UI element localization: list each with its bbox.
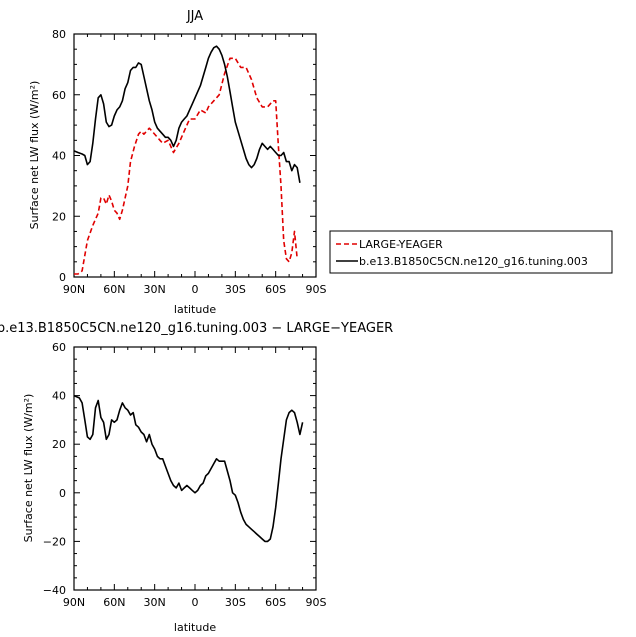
top-series-layer xyxy=(73,45,301,275)
top-y-tick-label: 0 xyxy=(59,271,66,284)
bottom-y-tick-label: 60 xyxy=(52,341,66,354)
bottom-series-line-0 xyxy=(73,394,304,543)
top-x-tick-label: 60N xyxy=(103,283,125,296)
top-axis-ticks: 90N 60N 30N 0 30S 60S 90S 0 20 40 60 80 xyxy=(52,28,327,296)
bottom-x-tick-label: 90N xyxy=(63,596,85,609)
top-series-line-1 xyxy=(73,45,301,183)
bottom-x-tick-label: 60N xyxy=(103,596,125,609)
bottom-y-axis-label: Surface net LW flux (W/m²) xyxy=(22,394,35,543)
top-x-tick-label: 30S xyxy=(225,283,246,296)
bottom-x-tick-label: 90S xyxy=(306,596,327,609)
legend-box xyxy=(329,230,613,274)
bottom-chart-title: b.e13.B1850C5CN.ne120_g16.tuning.003 − L… xyxy=(0,321,393,336)
bottom-axis-ticks: 90N 60N 30N 0 30S 60S 90S −40 −20 0 20 40 60 xyxy=(43,341,327,609)
legend-label-large-yeager: LARGE-YEAGER xyxy=(359,238,443,251)
bottom-y-tick-label: −40 xyxy=(43,584,66,597)
top-series-line-0 xyxy=(74,57,298,275)
bottom-y-tick-label: −20 xyxy=(43,535,66,548)
top-x-tick-label: 90S xyxy=(306,283,327,296)
top-y-tick-label: 60 xyxy=(52,89,66,102)
bottom-x-tick-label: 30S xyxy=(225,596,246,609)
top-y-tick-label: 80 xyxy=(52,28,66,41)
top-panel: JJA 90N 60N 30N 0 30S 60S 90S 0 20 40 60 80 latitud… xyxy=(28,9,613,316)
bottom-x-axis-label: latitude xyxy=(174,621,216,634)
bottom-x-tick-label: 60S xyxy=(265,596,286,609)
legend-label-tuning: b.e13.B1850C5CN.ne120_g16.tuning.003 xyxy=(359,255,588,268)
bottom-x-tick-label: 0 xyxy=(192,596,199,609)
top-y-tick-label: 20 xyxy=(52,210,66,223)
top-chart-title: JJA xyxy=(186,9,203,24)
bottom-y-tick-label: 0 xyxy=(59,487,66,500)
legend: LARGE-YEAGER b.e13.B1850C5CN.ne120_g16.t… xyxy=(329,230,613,274)
bottom-panel: b.e13.B1850C5CN.ne120_g16.tuning.003 − L… xyxy=(0,321,393,634)
top-y-tick-label: 40 xyxy=(52,150,66,163)
bottom-y-tick-label: 20 xyxy=(52,438,66,451)
top-x-tick-label: 30N xyxy=(144,283,166,296)
top-x-tick-label: 60S xyxy=(265,283,286,296)
bottom-series-layer xyxy=(73,394,304,543)
top-x-tick-label: 0 xyxy=(192,283,199,296)
bottom-y-tick-label: 40 xyxy=(52,390,66,403)
bottom-x-tick-label: 30N xyxy=(144,596,166,609)
top-x-tick-label: 90N xyxy=(63,283,85,296)
top-y-axis-label: Surface net LW flux (W/m²) xyxy=(28,81,41,230)
top-x-axis-label: latitude xyxy=(174,303,216,316)
